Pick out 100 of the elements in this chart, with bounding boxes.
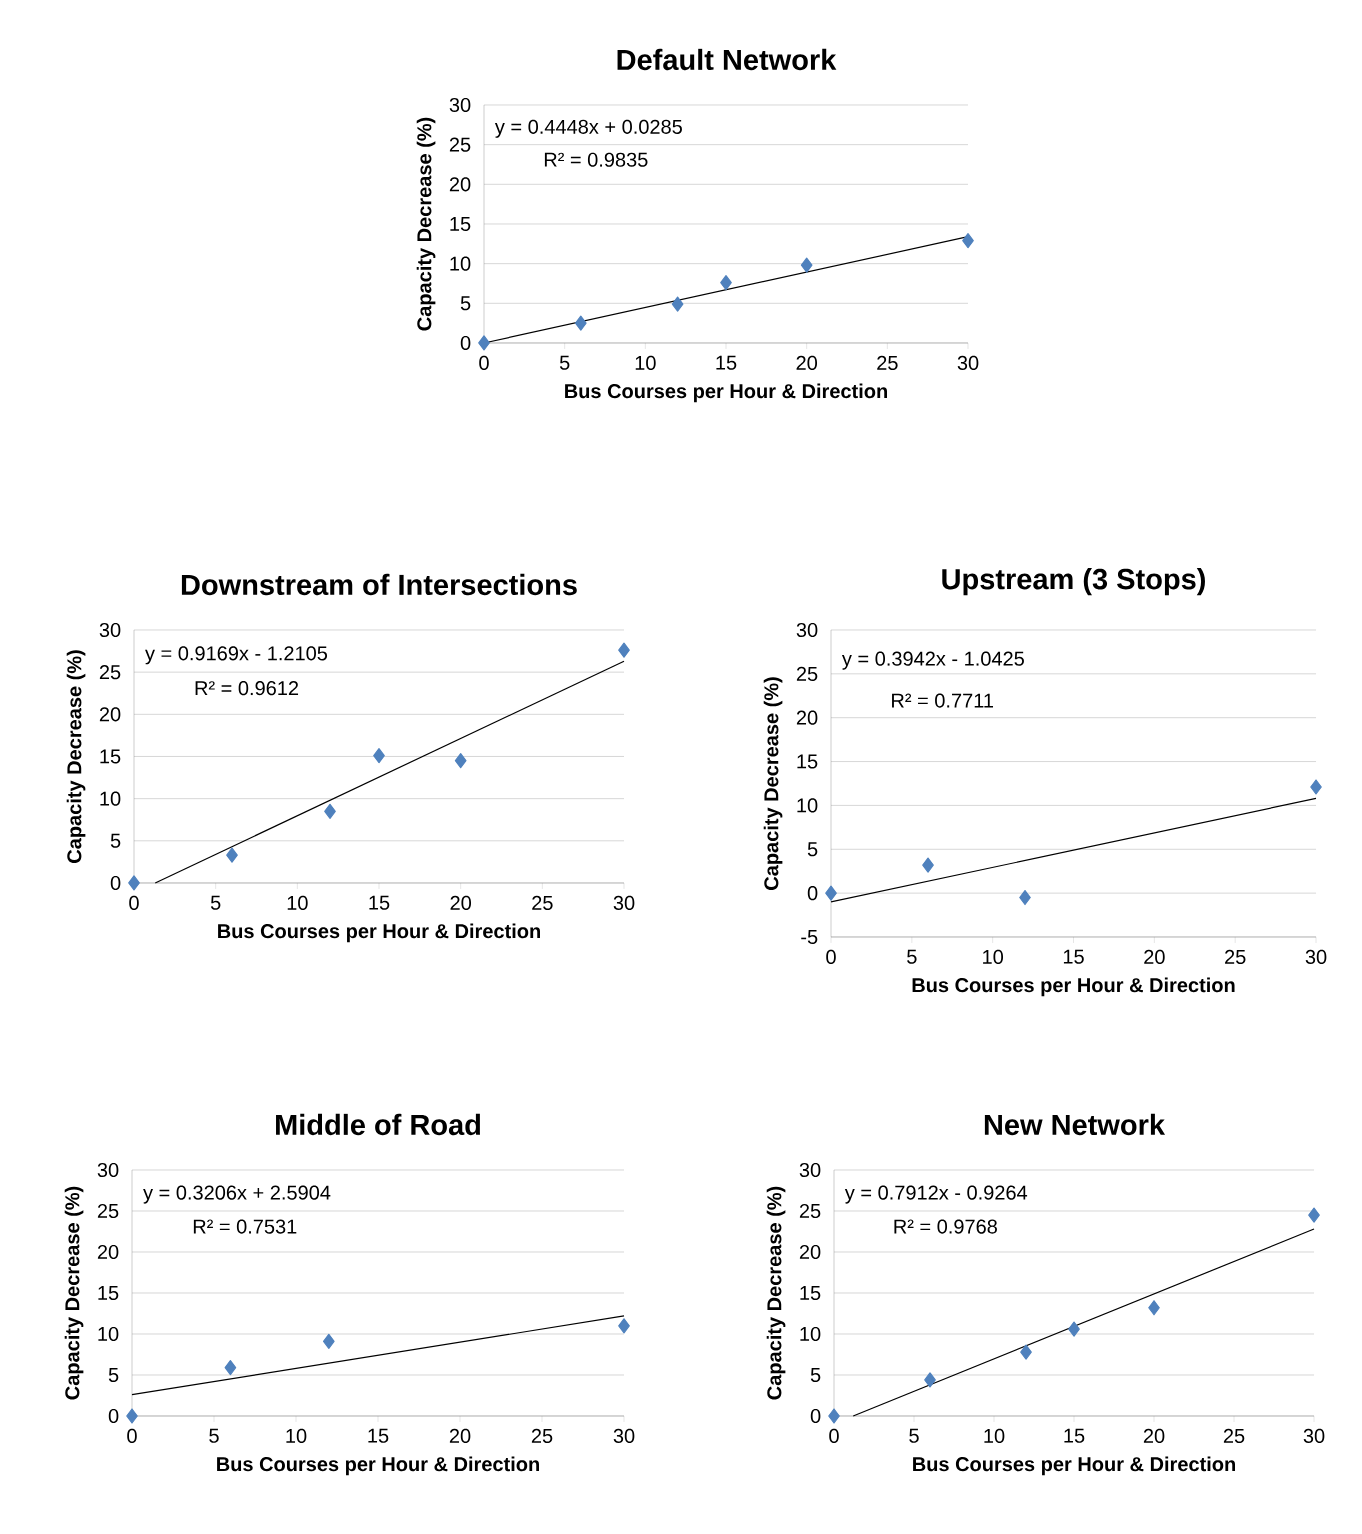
y-axis-title: Capacity Decrease (%) (766, 1186, 786, 1400)
point (922, 857, 934, 873)
point (1310, 779, 1322, 795)
x-tick-label: 20 (1143, 1428, 1165, 1444)
x-tick-label: 10 (984, 1428, 1005, 1444)
x-tick-label: 0 (129, 895, 139, 911)
point (1068, 1321, 1080, 1337)
point (825, 885, 837, 901)
y-tick-label: 25 (799, 1203, 821, 1219)
y-tick-label: 10 (450, 256, 471, 271)
y-tick-label: 15 (800, 1286, 821, 1300)
annotation: R² = 0.7531 (193, 1219, 297, 1234)
x-tick-label: 15 (1063, 949, 1084, 964)
x-tick-label: 0 (127, 1428, 137, 1444)
x-tick-label: 0 (826, 949, 836, 965)
x-axis-title: Bus Courses per Hour & Direction (217, 1456, 539, 1476)
y-tick-label: 5 (110, 833, 121, 848)
y-tick-label: 0 (810, 1408, 821, 1424)
chart-title: Default Network (617, 48, 837, 71)
x-tick-label: 0 (479, 355, 489, 371)
x-tick-label: 15 (369, 895, 390, 910)
annotation: R² = 0.9835 (544, 152, 648, 167)
y-tick-label: 30 (796, 622, 818, 638)
y-tick-label: 25 (99, 665, 121, 680)
point (828, 1408, 840, 1424)
y-tick-label: 5 (460, 296, 471, 311)
y-tick-label: 20 (796, 710, 818, 725)
x-tick-label: 25 (532, 895, 553, 911)
y-tick-label: 20 (799, 1244, 821, 1260)
x-tick-label: 15 (1064, 1428, 1085, 1443)
point (1019, 889, 1031, 906)
x-tick-label: 15 (368, 1428, 389, 1443)
y-tick-label: 30 (449, 97, 471, 113)
point (618, 642, 630, 658)
y-tick-label: 10 (98, 1326, 119, 1342)
point (962, 233, 974, 249)
x-axis-title: Bus Courses per Hour & Direction (565, 383, 887, 403)
x-tick-label: 5 (909, 1428, 919, 1443)
annotation: R² = 0.9612 (195, 681, 299, 696)
y-axis-title: Capacity Decrease (%) (64, 1186, 84, 1400)
point (618, 1318, 630, 1334)
y-tick-label: 5 (810, 1368, 821, 1382)
x-axis-title: Bus Courses per Hour & Direction (913, 1456, 1236, 1476)
x-tick-label: 5 (209, 1428, 219, 1443)
point (800, 257, 813, 273)
y-axis-title: Capacity Decrease (%) (763, 677, 783, 890)
y-tick-label: 10 (100, 791, 121, 806)
point (373, 748, 385, 764)
y-tick-label: 0 (108, 1408, 119, 1424)
point (924, 1372, 936, 1388)
x-tick-label: 5 (210, 895, 221, 910)
x-tick-label: 10 (635, 355, 656, 371)
x-axis-title: Bus Courses per Hour & Direction (912, 977, 1235, 997)
y-axis-title: Capacity Decrease (%) (66, 650, 86, 863)
y-tick-label: 0 (110, 875, 121, 891)
y-tick-label: 10 (800, 1326, 821, 1342)
x-tick-label: 30 (1303, 1428, 1325, 1444)
y-tick-label: 30 (799, 1162, 821, 1178)
y-tick-label: 0 (460, 335, 471, 351)
x-tick-label: 30 (613, 895, 635, 911)
y-tick-label: -5 (801, 930, 818, 944)
x-tick-label: 25 (1225, 949, 1246, 965)
annotation: y = 0.3206x + 2.5904 (143, 1185, 331, 1204)
x-tick-label: 5 (559, 355, 570, 370)
y-tick-label: 15 (450, 216, 471, 231)
x-tick-label: 30 (957, 355, 979, 371)
y-tick-label: 15 (98, 1286, 119, 1300)
y-tick-label: 25 (97, 1203, 119, 1219)
x-tick-label: 10 (287, 895, 308, 911)
y-tick-label: 25 (796, 666, 818, 681)
y-axis-title: Capacity Decrease (%) (416, 117, 436, 331)
x-tick-label: 25 (531, 1428, 553, 1444)
x-tick-label: 30 (613, 1428, 635, 1444)
point (574, 315, 587, 331)
x-tick-label: 5 (907, 949, 917, 964)
chart-title: Upstream (3 Stops) (942, 568, 1205, 596)
y-tick-label: 15 (100, 749, 121, 764)
x-tick-label: 0 (829, 1428, 839, 1444)
point (324, 803, 336, 819)
annotation: y = 0.3942x - 1.0425 (841, 651, 1024, 670)
y-tick-label: 5 (108, 1368, 119, 1382)
point (226, 847, 238, 863)
point (126, 1408, 138, 1424)
y-tick-label: 5 (807, 842, 818, 857)
point (671, 296, 684, 312)
x-tick-label: 25 (877, 355, 898, 371)
annotation: y = 0.9169x - 1.2105 (145, 646, 328, 665)
annotation: y = 0.4448x + 0.0285 (494, 119, 682, 138)
y-tick-label: 20 (449, 177, 471, 192)
y-tick-label: 20 (97, 1244, 119, 1260)
point (1148, 1300, 1160, 1316)
x-tick-label: 30 (1305, 949, 1327, 965)
point (322, 1333, 335, 1349)
annotation: R² = 0.7711 (892, 693, 994, 708)
y-tick-label: 30 (99, 622, 121, 638)
point (478, 335, 490, 351)
y-tick-label: 10 (797, 798, 818, 813)
chart-title: New Network (984, 1113, 1166, 1136)
annotation: R² = 0.9768 (894, 1219, 997, 1234)
point (128, 875, 140, 891)
